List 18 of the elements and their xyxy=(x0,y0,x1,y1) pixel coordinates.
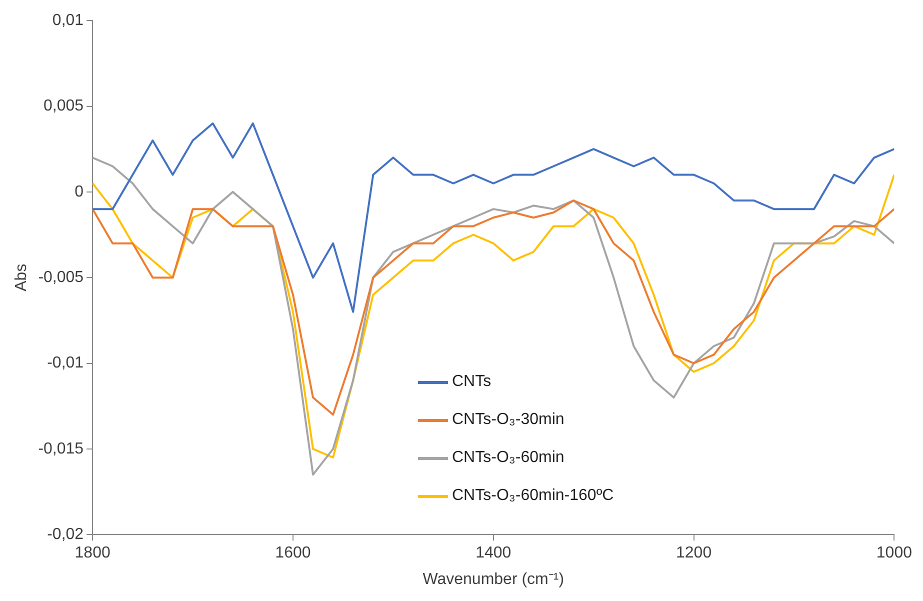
legend-label: CNTs-O₃-60min-160ºC xyxy=(452,487,614,505)
legend-label: CNTs-O₃-30min xyxy=(452,411,564,429)
y-tick-label: 0 xyxy=(74,183,84,200)
x-tick-label: 1800 xyxy=(74,544,110,562)
x-axis-title: Wavenumber (cm⁻¹) xyxy=(422,570,564,588)
x-tick-label: 1400 xyxy=(476,544,512,562)
y-tick-label: 0,01 xyxy=(52,12,84,30)
y-tick-label: -0,015 xyxy=(38,440,84,458)
y-tick-label: -0,02 xyxy=(47,526,84,544)
y-axis-title: Abs xyxy=(13,264,30,292)
x-tick-label: 1000 xyxy=(876,544,912,562)
y-tick-label: -0,005 xyxy=(38,269,84,286)
legend-label: CNTs xyxy=(452,373,492,391)
x-tick-label: 1600 xyxy=(275,544,311,562)
y-tick-label: 0,005 xyxy=(44,98,84,115)
legend-label: CNTs-O₃-60min xyxy=(452,449,564,467)
y-tick-label: -0,01 xyxy=(47,354,84,372)
x-tick-label: 1200 xyxy=(676,544,712,562)
